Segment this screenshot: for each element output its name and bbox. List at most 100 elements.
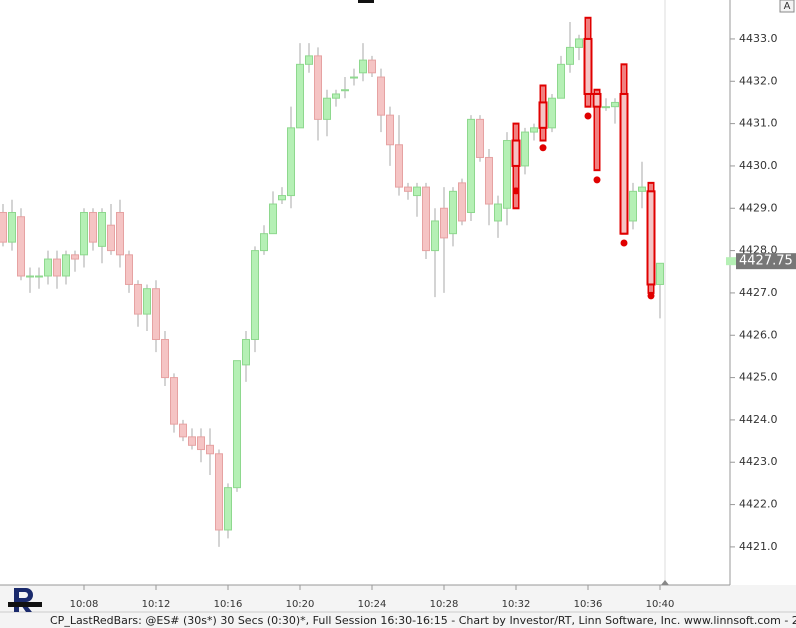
y-tick-label: 4431.0 xyxy=(739,117,778,130)
candle-body xyxy=(548,97,556,129)
candle-body xyxy=(62,254,70,277)
candle-body xyxy=(619,92,629,235)
scale-button-label[interactable]: A xyxy=(784,1,791,12)
candle-body xyxy=(646,190,656,286)
candle-body xyxy=(494,203,502,222)
scale-button[interactable] xyxy=(779,0,795,13)
candle-body xyxy=(152,288,160,340)
candle-body xyxy=(35,275,43,278)
x-tick-label: 10:16 xyxy=(214,599,243,610)
candle-body xyxy=(592,92,602,108)
y-tick-label: 4422.0 xyxy=(739,498,778,511)
candle-body xyxy=(188,436,196,446)
candle-body xyxy=(467,118,475,213)
candle-body xyxy=(530,127,538,133)
x-tick-label: 10:08 xyxy=(70,599,99,610)
x-tick-label: 10:36 xyxy=(574,599,603,610)
candle-body xyxy=(656,262,664,285)
logo xyxy=(8,588,42,612)
candle-body xyxy=(26,275,34,278)
candle-body xyxy=(350,76,358,79)
candle-body xyxy=(80,211,88,256)
candle-body xyxy=(134,283,142,315)
y-tick-label: 4423.0 xyxy=(739,455,778,468)
x-tick-label: 10:32 xyxy=(502,599,531,610)
candle-body xyxy=(583,37,593,95)
candle-body xyxy=(143,288,151,315)
candle-body xyxy=(476,118,484,158)
y-tick-label: 4430.0 xyxy=(739,159,778,172)
signal-dot xyxy=(647,292,655,300)
candle-body xyxy=(485,156,493,205)
candle-body xyxy=(422,186,430,252)
footer-band xyxy=(0,585,796,628)
candle-body xyxy=(269,203,277,235)
candle-body xyxy=(98,211,106,247)
x-tick-label: 10:40 xyxy=(646,599,675,610)
candle-body xyxy=(116,211,124,256)
footer-text: CP_LastRedBars: @ES# (30s*) 30 Secs (0:3… xyxy=(50,614,796,627)
y-tick-label: 4433.0 xyxy=(739,32,778,45)
y-tick-label: 4421.0 xyxy=(739,540,778,553)
signal-dot xyxy=(620,239,628,247)
y-tick-label: 4425.0 xyxy=(739,371,778,384)
candle-body xyxy=(431,220,439,252)
candle-body xyxy=(161,338,169,379)
candle-body xyxy=(215,453,223,531)
candle-body xyxy=(575,38,583,48)
top-marker xyxy=(358,0,374,3)
candle-body xyxy=(638,186,646,192)
x-tick-label: 10:24 xyxy=(358,599,387,610)
candle-body xyxy=(323,97,331,120)
candle-body xyxy=(305,55,313,65)
candle-body xyxy=(440,207,448,239)
candle-body xyxy=(179,423,187,438)
candle-body xyxy=(44,258,52,277)
candle-body xyxy=(602,106,610,109)
candle-body xyxy=(206,444,214,455)
x-tick-label: 10:20 xyxy=(286,599,315,610)
candle-body xyxy=(107,224,115,252)
last-price-label: 4427.75 xyxy=(739,254,793,269)
y-tick-label: 4424.0 xyxy=(739,413,778,426)
candle-body xyxy=(260,233,268,252)
y-tick-label: 4426.0 xyxy=(739,328,778,341)
y-tick-label: 4432.0 xyxy=(739,74,778,87)
candle-body xyxy=(629,190,637,222)
candle-body xyxy=(395,144,403,188)
y-tick-label: 4427.0 xyxy=(739,286,778,299)
candle-body xyxy=(233,360,241,489)
candle-body xyxy=(242,338,250,366)
candle-body xyxy=(278,195,286,201)
candle-body xyxy=(538,101,548,129)
candle-body xyxy=(503,140,511,209)
signal-dot xyxy=(593,176,601,184)
candle-body xyxy=(511,139,521,167)
candle-body xyxy=(125,254,133,285)
signal-dot xyxy=(584,112,592,120)
candle-body xyxy=(404,186,412,192)
signal-dot xyxy=(539,144,547,152)
candle-body xyxy=(368,59,376,74)
candle-body xyxy=(359,59,367,74)
time-cursor-marker xyxy=(661,580,669,585)
candle-body xyxy=(197,436,205,451)
candle-body xyxy=(377,76,385,116)
candle-body xyxy=(557,63,565,99)
candle-body xyxy=(521,131,529,167)
candle-body xyxy=(89,211,97,243)
candle-body xyxy=(0,211,7,243)
x-tick-label: 10:12 xyxy=(142,599,171,610)
last-price-tab xyxy=(726,257,736,266)
candle-body xyxy=(386,114,394,146)
candle-body xyxy=(53,258,61,277)
candle-body xyxy=(314,55,322,120)
candle-body xyxy=(287,127,295,197)
candle-body xyxy=(71,254,79,260)
candle-body xyxy=(224,487,232,531)
candle-body xyxy=(449,190,457,235)
candle-body xyxy=(8,211,16,243)
y-tick-label: 4429.0 xyxy=(739,201,778,214)
